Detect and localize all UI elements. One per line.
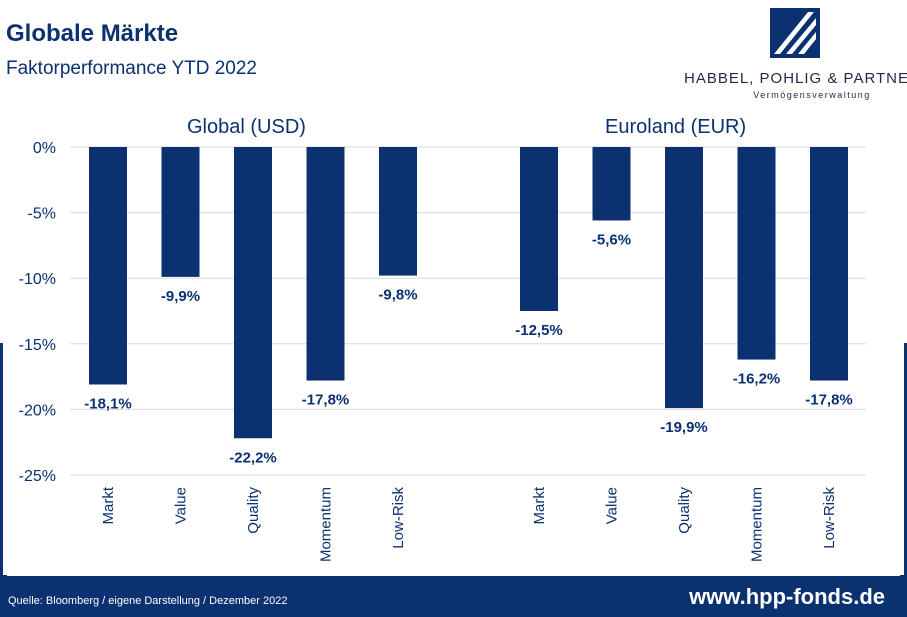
category-label: Quality [676,487,693,534]
bar [520,147,558,311]
category-label: Low-Risk [821,487,838,549]
data-label: -12,5% [515,322,563,339]
bar [234,147,272,439]
y-tick-label: 0% [33,140,56,157]
panel-title-global: Global (USD) [187,116,306,138]
bar [379,147,417,276]
bar [665,147,703,409]
logo-name: HABBEL, POHLIG & PARTNER [684,70,907,87]
category-label: Value [173,487,190,524]
y-tick-label: -10% [19,271,56,288]
page-subtitle: Faktorperformance YTD 2022 [6,58,257,79]
source-note: Quelle: Bloomberg / eigene Darstellung /… [8,595,288,607]
y-tick-label: -15% [19,337,56,354]
logo-tagline: Vermögensverwaltung [753,90,871,100]
y-tick-label: -5% [28,206,56,223]
data-label: -9,9% [161,288,200,305]
page-title: Globale Märkte [6,20,179,47]
bar [810,147,848,381]
category-label: Quality [245,487,262,534]
data-label: -22,2% [229,449,277,466]
data-label: -9,8% [378,287,417,304]
bar [161,147,200,277]
data-label: -17,8% [805,392,853,409]
bar [306,147,345,381]
category-label: Momentum [749,487,766,562]
category-label: Low-Risk [390,487,407,549]
category-label: Momentum [318,487,335,562]
footer-bar: Quelle: Bloomberg / eigene Darstellung /… [0,576,907,617]
bar [89,147,127,385]
logo-mark-icon [770,8,820,58]
category-label: Markt [100,486,117,524]
bar [592,147,631,221]
category-label: Value [604,487,621,524]
company-logo: HABBEL, POHLIG & PARTNER Vermögensverwal… [684,8,907,104]
category-label: Markt [531,486,548,524]
data-label: -19,9% [660,419,708,436]
y-tick-label: -20% [19,402,56,419]
data-label: -16,2% [733,371,781,388]
factor-performance-chart: 0% -5% -10% -15% -20% -25% -18,1% Markt -9,9% Val… [19,140,866,562]
data-label: -5,6% [592,231,631,248]
panel-title-euroland: Euroland (EUR) [605,116,747,138]
y-tick-label: -25% [19,468,56,485]
bar [737,147,776,360]
website-link[interactable]: www.hpp-fonds.de [689,584,885,609]
data-label: -18,1% [84,395,132,412]
data-label: -17,8% [302,392,350,409]
